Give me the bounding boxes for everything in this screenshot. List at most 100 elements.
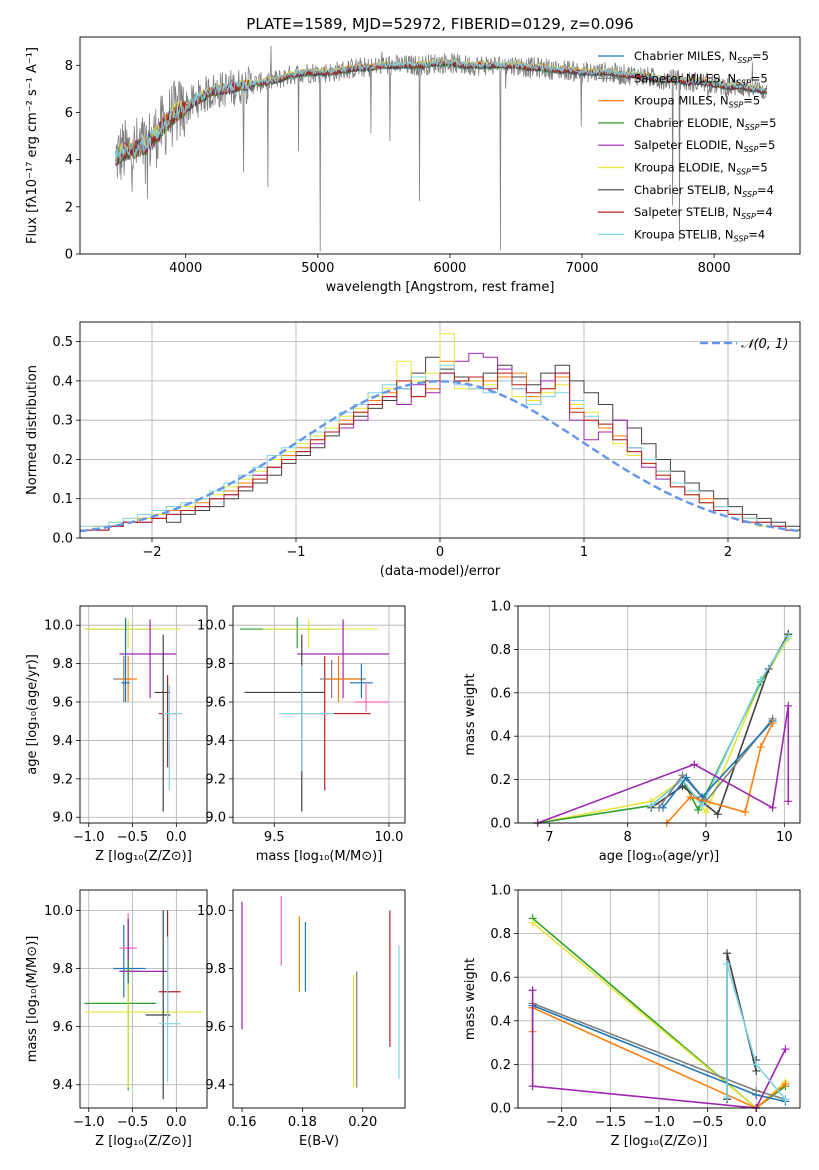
x-axis-label: Z [log₁₀(Z/Z⊙)]	[611, 1134, 708, 1149]
legend-subscript: SSP	[734, 234, 749, 243]
x-tick-label: −1	[286, 545, 305, 560]
error-bar-point	[145, 910, 171, 1100]
mass-weight-marker	[690, 760, 699, 769]
legend-entry: Salpeter MILES, NSSP=5	[634, 71, 768, 87]
x-tick-label: −2.0	[546, 1115, 578, 1130]
histogram-step-line	[80, 372, 800, 531]
x-tick-label: 8000	[698, 261, 731, 276]
panel-age-vs-mass: 9.5 10.0 9.0 9.2 9.4 9.6 9.8 10.0 mass [log₁₀(M/…	[197, 605, 406, 864]
mass-weight-marker	[752, 1086, 761, 1095]
axes-frame	[517, 889, 801, 1109]
error-bar-point	[84, 983, 203, 1088]
x-tick-label: −1.0	[73, 1115, 105, 1130]
x-axis-label: age [log₁₀(age/yr)]	[599, 849, 720, 864]
x-tick-label: 0.0	[166, 1115, 187, 1130]
error-bar-point	[119, 655, 137, 703]
x-tick-label: 1	[580, 545, 588, 560]
mass-weight-marker	[682, 773, 691, 782]
y-tick-label: 0.4	[490, 1014, 511, 1029]
error-bar-point	[121, 619, 130, 703]
y-tick-label: 9.4	[52, 1078, 73, 1093]
legend-subscript: SSP	[736, 78, 751, 87]
y-tick-label: 0.8	[490, 927, 511, 942]
y-tick-label: 0.2	[52, 453, 73, 468]
gaussian-reference-line	[80, 380, 800, 533]
x-tick-label: 9	[702, 830, 710, 845]
legend-entry: Chabrier STELIB, NSSP=4	[634, 183, 774, 199]
y-tick-label: 9.6	[52, 696, 73, 711]
x-tick-label: 0.18	[288, 1115, 317, 1130]
y-tick-label: 9.4	[52, 734, 73, 749]
y-tick-label: 6	[65, 106, 73, 121]
y-tick-label: 0.5	[52, 335, 73, 350]
y-tick-label: 0.8	[490, 643, 511, 658]
legend-text: Salpeter MILES, N	[634, 71, 736, 85]
mass-weight-marker	[686, 792, 695, 801]
mass-weight-marker	[768, 803, 777, 812]
y-tick-label: 1.0	[490, 884, 511, 899]
panel-spectrum: 4000 5000 6000 7000 8000 0 2 4 6 8 wavelength [Ang…	[25, 36, 801, 295]
legend-entry: Salpeter STELIB, NSSP=4	[634, 205, 773, 221]
mass-weight-marker	[752, 1060, 761, 1069]
y-tick-label: 0.0	[490, 817, 511, 832]
y-tick-label: 0.0	[52, 532, 73, 547]
y-tick-label: 8	[65, 59, 73, 74]
x-tick-label: 5000	[301, 261, 334, 276]
y-tick-label: 0.6	[490, 686, 511, 701]
x-tick-label: 0.20	[348, 1115, 377, 1130]
y-tick-label: 9.2	[205, 772, 226, 787]
legend-text: Chabrier ELODIE, N	[634, 116, 745, 130]
legend-text: Kroupa STELIB, N	[634, 227, 734, 241]
y-tick-label: 9.8	[205, 962, 226, 977]
error-bar-point	[162, 684, 183, 791]
y-tick-label: 9.2	[52, 772, 73, 787]
axes-frame	[79, 321, 801, 539]
mass-weight-marker	[698, 801, 707, 810]
model-spectrum-line	[115, 58, 768, 164]
legend-text: Salpeter STELIB, N	[634, 205, 741, 219]
y-tick-label: 10.0	[197, 619, 226, 634]
y-axis-label: age [log₁₀(age/yr)]	[25, 654, 40, 775]
x-tick-label: 7000	[565, 261, 598, 276]
x-axis-label: mass [log₁₀(M/M⊙)]	[256, 849, 383, 864]
legend-value: =5	[751, 161, 768, 175]
mass-weight-marker	[723, 960, 732, 969]
mass-weight-marker	[781, 1095, 790, 1104]
mass-weight-marker	[528, 986, 537, 995]
y-tick-label: 9.6	[205, 1020, 226, 1035]
x-axis-label: wavelength [Angstrom, rest frame]	[326, 280, 555, 295]
y-tick-label: 2	[65, 200, 73, 215]
y-tick-label: 9.4	[205, 734, 226, 749]
error-bar-point	[354, 682, 389, 712]
legend-value: =5	[751, 71, 768, 85]
legend-subscript: SSP	[744, 145, 759, 154]
mass-weight-line	[531, 990, 787, 1109]
legend-value: =5	[752, 49, 769, 63]
mass-weight-marker	[784, 701, 793, 710]
axes-frame	[79, 605, 208, 824]
legend-subscript: SSP	[736, 168, 751, 177]
axes-frame	[232, 889, 406, 1109]
mass-weight-marker	[781, 1080, 790, 1089]
y-tick-label: 9.8	[52, 962, 73, 977]
mass-weight-line	[662, 720, 774, 809]
y-axis-label: Flux [fλ10⁻¹⁷ erg cm⁻² s⁻¹ A⁻¹]	[25, 47, 40, 244]
x-tick-label: −0.5	[117, 830, 149, 845]
y-tick-label: 9.0	[205, 811, 226, 826]
legend-value: =5	[758, 138, 775, 152]
legend-value: =4	[748, 227, 765, 241]
x-tick-label: 2	[724, 545, 732, 560]
x-tick-label: 7	[545, 830, 553, 845]
y-axis-label: mass [log₁₀(M/M⊙)]	[25, 936, 40, 1063]
x-axis-label: E(B-V)	[299, 1134, 339, 1149]
panel-residuals: −2 −1 0 1 2 0.0 0.1 0.2 0.3 0.4 0.5 (data-model)/er…	[25, 321, 801, 579]
x-tick-label: 6000	[433, 261, 466, 276]
y-tick-label: 9.6	[205, 696, 226, 711]
mass-weight-marker	[768, 719, 777, 728]
x-tick-label: 0.0	[166, 830, 187, 845]
mass-weight-marker	[702, 808, 710, 817]
legend-subscript: SSP	[742, 190, 757, 199]
y-tick-label: 9.8	[52, 657, 73, 672]
mass-weight-marker	[723, 949, 732, 958]
